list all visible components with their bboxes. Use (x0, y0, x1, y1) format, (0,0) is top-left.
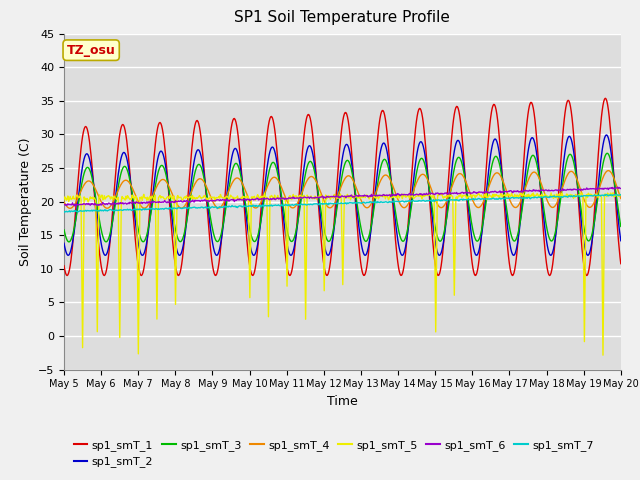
sp1_smT_1 (214, 265, 222, 271)
sp1_smT_1 (128, 198, 136, 204)
sp1_smT_4 (605, 168, 612, 173)
sp1_smT_2 (70, 229, 78, 235)
sp1_smT_2 (60, 240, 68, 246)
sp1_smT_5 (70, 196, 78, 202)
sp1_smT_1 (71, 217, 79, 223)
sp1_smT_2 (184, 208, 192, 214)
Text: TZ_osu: TZ_osu (67, 44, 116, 57)
sp1_smT_2 (617, 238, 625, 244)
sp1_smT_6 (185, 199, 193, 204)
sp1_smT_1 (60, 263, 68, 269)
sp1_smT_6 (411, 192, 419, 198)
sp1_smT_4 (411, 184, 419, 190)
sp1_smT_4 (214, 205, 222, 211)
sp1_smT_5 (127, 197, 135, 203)
sp1_smT_4 (71, 201, 79, 207)
sp1_smT_3 (617, 224, 625, 229)
sp1_smT_7 (70, 209, 78, 215)
sp1_smT_3 (214, 239, 222, 244)
Line: sp1_smT_5: sp1_smT_5 (64, 192, 621, 355)
sp1_smT_6 (128, 200, 136, 206)
sp1_smT_5 (517, 190, 525, 195)
sp1_smT_2 (214, 252, 221, 258)
sp1_smT_7 (612, 192, 620, 197)
sp1_smT_3 (65, 239, 72, 245)
Line: sp1_smT_7: sp1_smT_7 (64, 194, 621, 212)
sp1_smT_1 (63, 273, 71, 278)
sp1_smT_5 (214, 195, 221, 201)
sp1_smT_3 (603, 150, 611, 156)
sp1_smT_2 (428, 204, 435, 210)
sp1_smT_5 (599, 352, 607, 358)
Legend: sp1_smT_1, sp1_smT_2, sp1_smT_3, sp1_smT_4, sp1_smT_5, sp1_smT_6, sp1_smT_7: sp1_smT_1, sp1_smT_2, sp1_smT_3, sp1_smT… (70, 436, 598, 472)
sp1_smT_7 (184, 205, 192, 211)
sp1_smT_3 (411, 180, 419, 186)
sp1_smT_7 (60, 209, 68, 215)
Line: sp1_smT_1: sp1_smT_1 (64, 98, 621, 276)
sp1_smT_7 (617, 192, 625, 198)
sp1_smT_3 (185, 206, 193, 212)
sp1_smT_3 (428, 198, 435, 204)
sp1_smT_7 (214, 206, 221, 212)
sp1_smT_4 (185, 195, 193, 201)
Title: SP1 Soil Temperature Profile: SP1 Soil Temperature Profile (234, 11, 451, 25)
sp1_smT_7 (426, 198, 434, 204)
sp1_smT_1 (617, 261, 625, 266)
sp1_smT_4 (60, 199, 68, 205)
sp1_smT_2 (127, 186, 135, 192)
Line: sp1_smT_4: sp1_smT_4 (64, 170, 621, 208)
sp1_smT_2 (287, 252, 295, 258)
sp1_smT_6 (60, 202, 68, 207)
sp1_smT_5 (426, 192, 434, 198)
sp1_smT_2 (411, 166, 419, 172)
sp1_smT_6 (428, 191, 435, 196)
sp1_smT_6 (214, 197, 222, 203)
sp1_smT_6 (71, 203, 79, 209)
sp1_smT_3 (128, 190, 136, 196)
sp1_smT_4 (128, 185, 136, 191)
sp1_smT_1 (411, 133, 419, 139)
sp1_smT_5 (184, 195, 192, 201)
sp1_smT_2 (602, 132, 610, 138)
sp1_smT_6 (617, 186, 625, 192)
sp1_smT_7 (127, 207, 135, 213)
sp1_smT_6 (70, 202, 78, 207)
X-axis label: Time: Time (327, 395, 358, 408)
sp1_smT_1 (602, 96, 609, 101)
sp1_smT_1 (185, 183, 193, 189)
Line: sp1_smT_2: sp1_smT_2 (64, 135, 621, 255)
sp1_smT_5 (60, 197, 68, 203)
sp1_smT_4 (617, 195, 625, 201)
sp1_smT_7 (410, 198, 418, 204)
sp1_smT_4 (67, 205, 74, 211)
sp1_smT_4 (428, 185, 435, 191)
Line: sp1_smT_3: sp1_smT_3 (64, 153, 621, 242)
Line: sp1_smT_6: sp1_smT_6 (64, 187, 621, 206)
sp1_smT_5 (617, 192, 625, 198)
sp1_smT_3 (71, 222, 79, 228)
sp1_smT_1 (428, 217, 435, 223)
sp1_smT_6 (614, 184, 621, 190)
sp1_smT_3 (60, 227, 68, 233)
sp1_smT_5 (410, 195, 418, 201)
Y-axis label: Soil Temperature (C): Soil Temperature (C) (19, 137, 33, 266)
